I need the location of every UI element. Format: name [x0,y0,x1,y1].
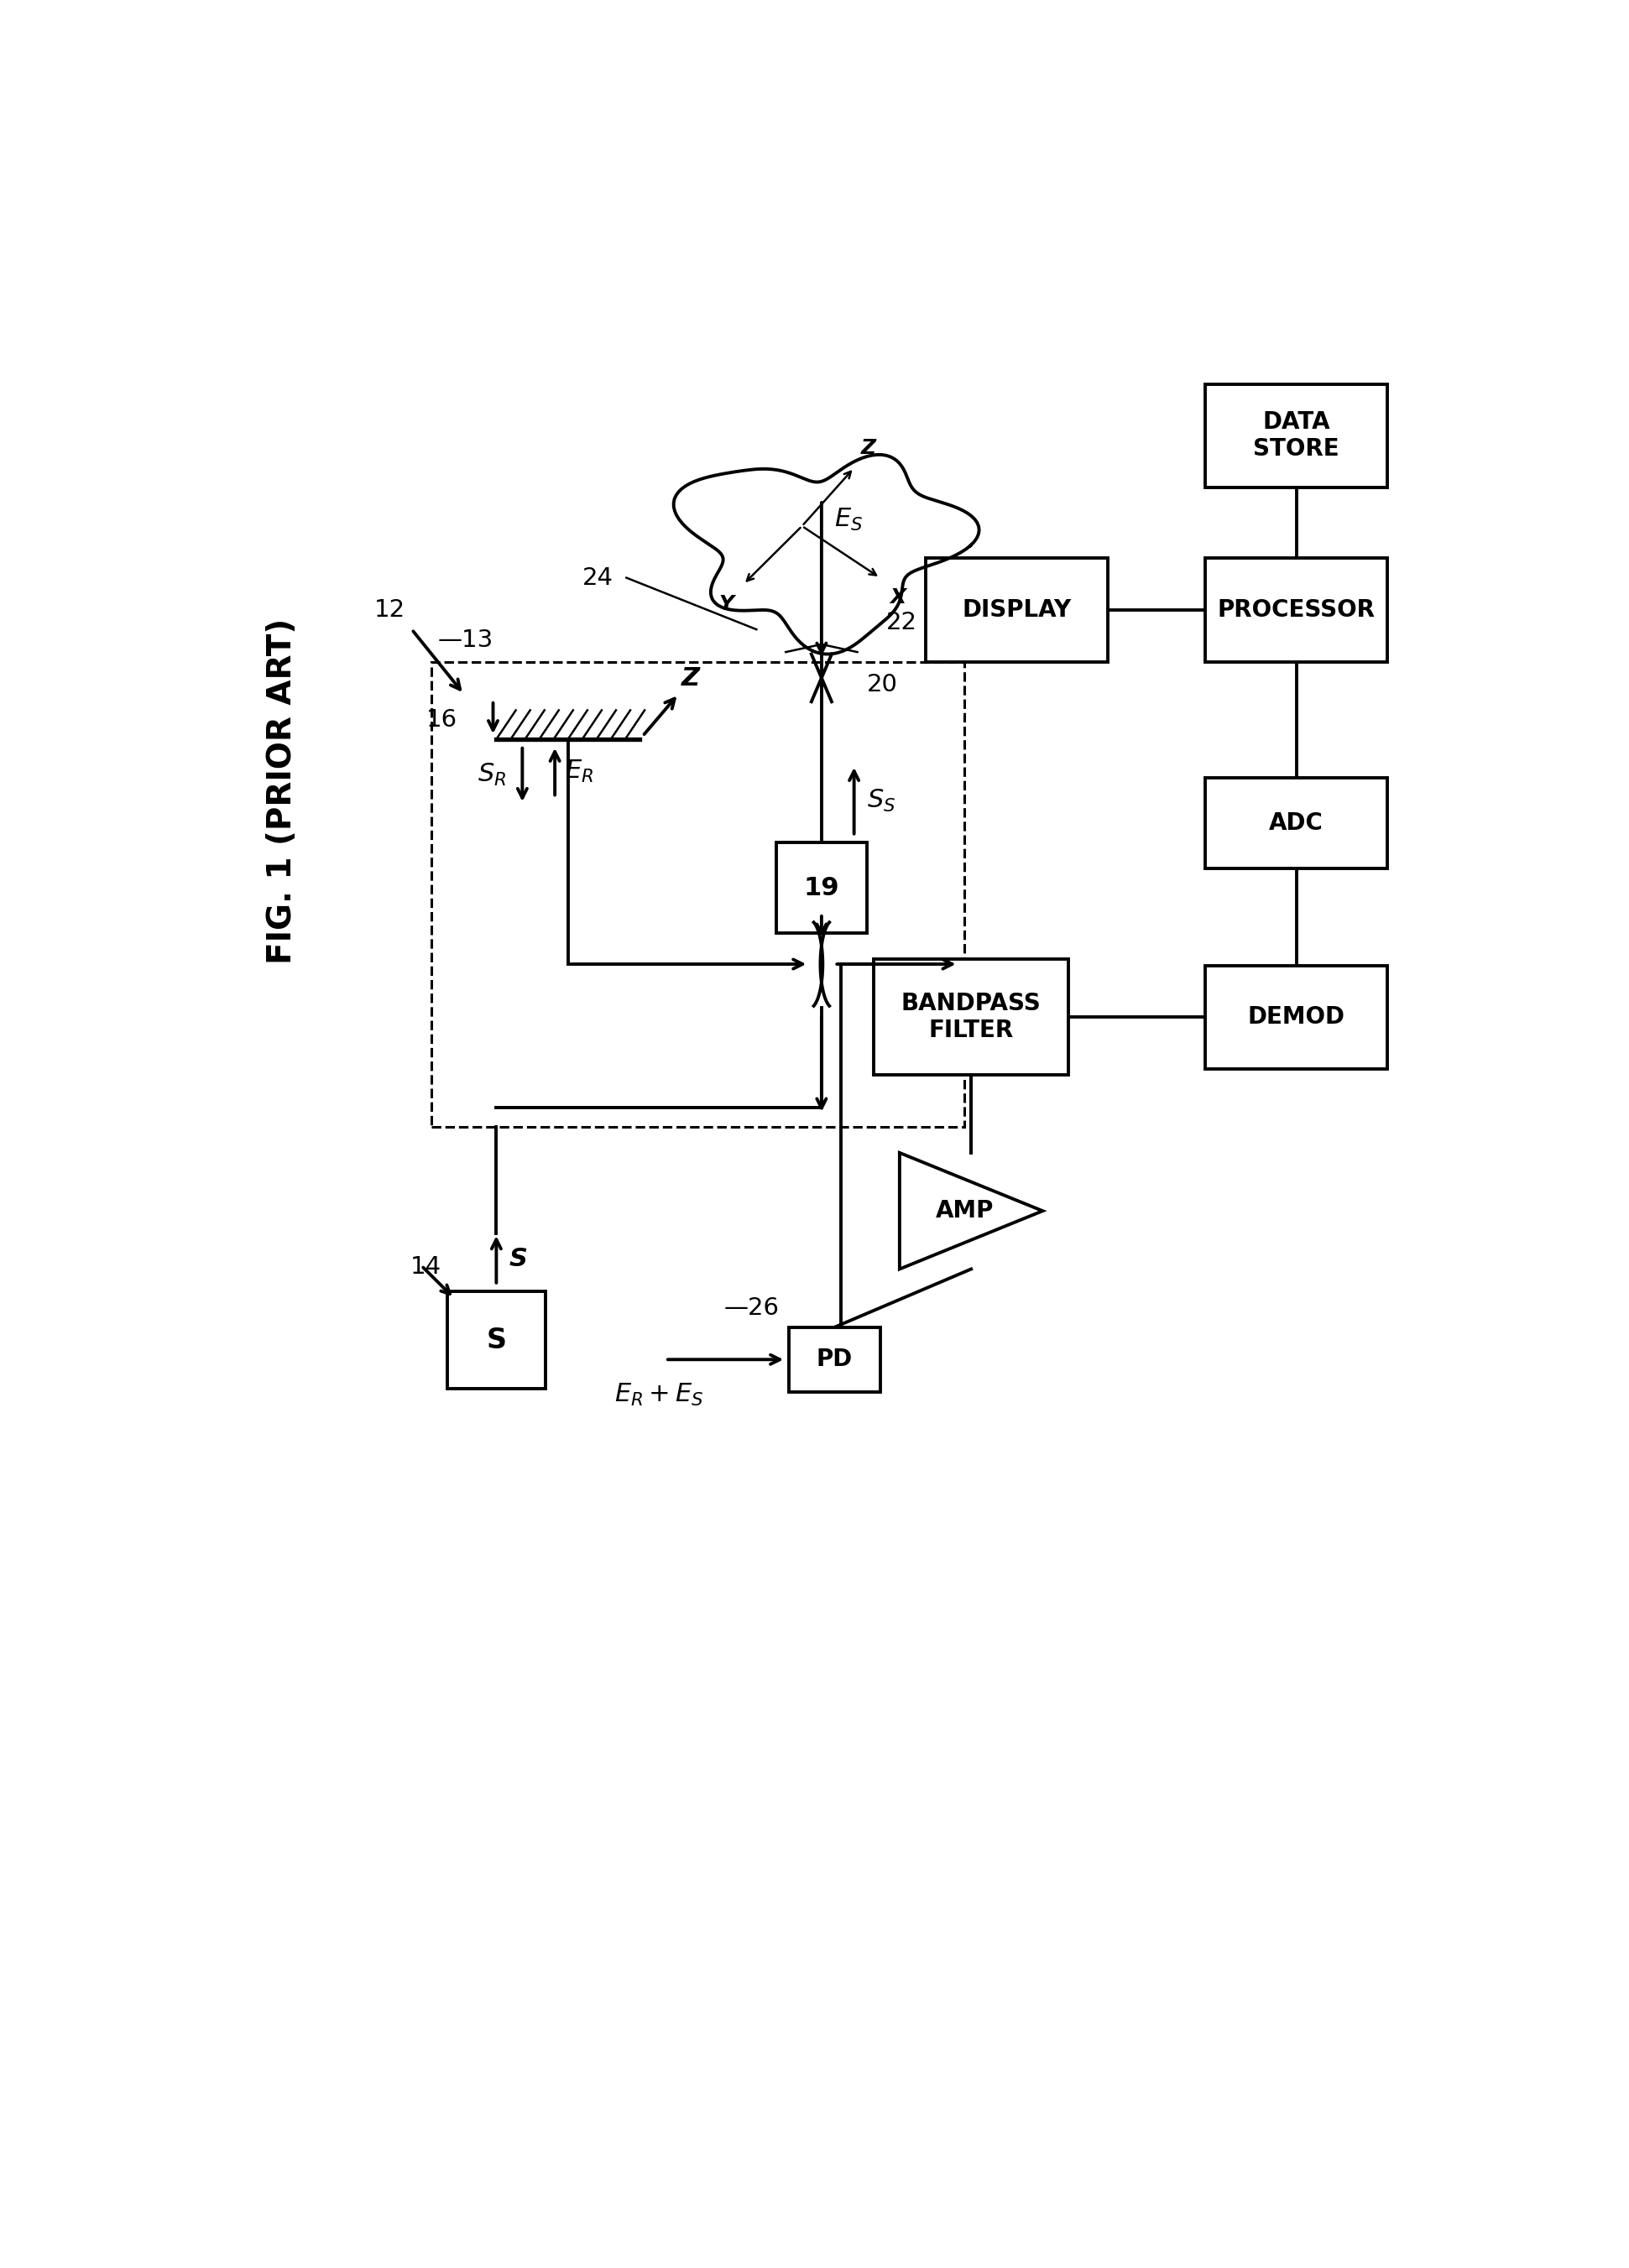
Text: $S_S$: $S_S$ [867,787,896,814]
Text: 16: 16 [427,708,458,733]
Bar [448,1293,546,1388]
Text: Z: Z [681,667,700,692]
Bar [788,1327,880,1393]
Text: PD: PD [816,1347,852,1372]
Text: X: X [889,587,906,608]
Text: DISPLAY: DISPLAY [963,599,1072,621]
Bar [1205,966,1388,1068]
Text: FIG. 1 (PRIOR ART): FIG. 1 (PRIOR ART) [266,617,298,964]
Text: Z: Z [860,438,876,458]
Bar [873,959,1069,1075]
Text: PROCESSOR: PROCESSOR [1217,599,1375,621]
Text: $S_R$: $S_R$ [477,762,507,787]
Text: $E_R$: $E_R$ [565,758,593,785]
Text: 22: 22 [886,612,917,635]
Text: 12: 12 [375,599,406,621]
Bar [925,558,1108,662]
Text: 24: 24 [582,567,614,590]
Text: 20: 20 [867,674,898,696]
Text: S: S [510,1247,528,1272]
Text: $E_S$: $E_S$ [834,506,863,533]
Polygon shape [899,1152,1043,1270]
Text: AMP: AMP [935,1200,994,1222]
Text: $E_R+E_S$: $E_R+E_S$ [614,1381,704,1408]
Bar [1205,558,1388,662]
Bar [775,844,867,932]
Text: ADC: ADC [1269,812,1323,835]
Bar [1205,383,1388,488]
Text: 14: 14 [411,1254,441,1279]
Text: DATA
STORE: DATA STORE [1253,411,1339,460]
Text: DEMOD: DEMOD [1248,1005,1346,1030]
Text: S: S [485,1327,507,1354]
Text: BANDPASS
FILTER: BANDPASS FILTER [901,991,1041,1043]
Text: 19: 19 [803,875,839,900]
Text: —13: —13 [438,628,494,653]
Bar [1205,778,1388,869]
Bar [432,662,964,1127]
Text: Y: Y [718,594,733,615]
Text: —26: —26 [723,1295,779,1320]
